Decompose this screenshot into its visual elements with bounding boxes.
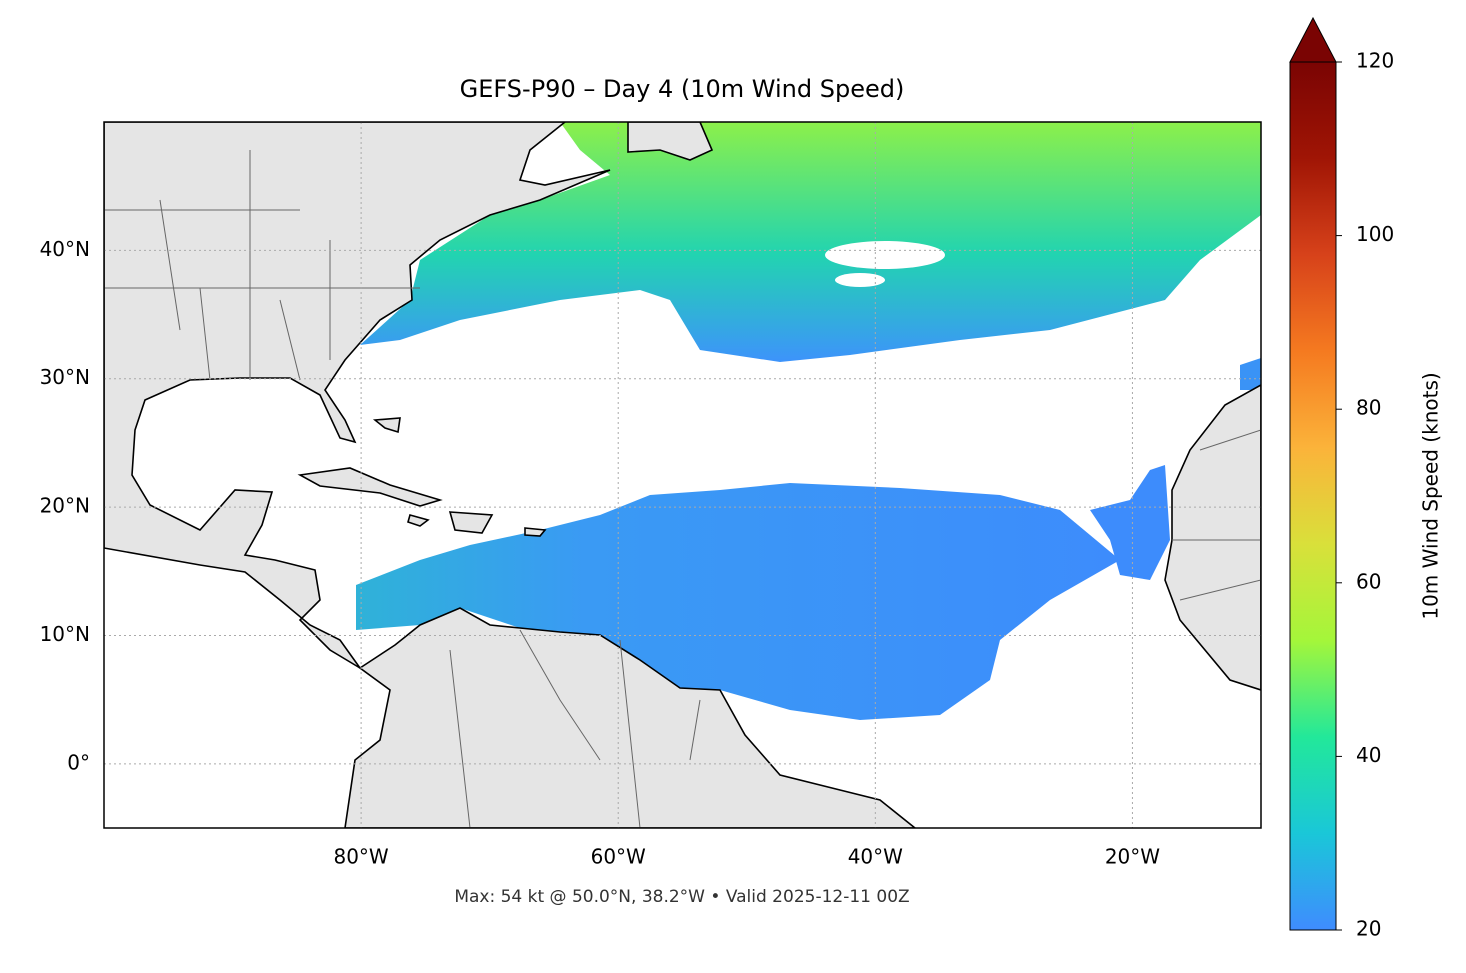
colorbar-tick-label: 60 (1356, 569, 1381, 593)
map (104, 122, 1261, 828)
land (1164, 384, 1261, 691)
annotation: Max: 54 kt @ 50.0°N, 38.2°W • Valid 2025… (454, 887, 909, 907)
colorbar-extend (1289, 16, 1337, 63)
chart-title: GEFS-P90 – Day 4 (10m Wind Speed) (460, 75, 905, 103)
y-tick-label: 0° (67, 750, 90, 774)
colorbar-tick-label: 100 (1356, 222, 1394, 246)
colorbar (1289, 61, 1337, 931)
x-tick-label: 40°W (848, 845, 903, 869)
land (524, 527, 547, 537)
land (448, 511, 494, 534)
x-tick-label: 80°W (333, 845, 388, 869)
colorbar-tick-label: 120 (1356, 49, 1394, 73)
y-tick-label: 20°N (40, 494, 90, 518)
map-frame (103, 121, 1262, 829)
wind-field (360, 122, 1261, 362)
colorbar-tick-label: 80 (1356, 396, 1381, 420)
calm-area (825, 241, 945, 269)
land (344, 607, 917, 828)
x-tick-label: 20°W (1105, 845, 1160, 869)
y-tick-label: 30°N (40, 365, 90, 389)
y-tick-label: 40°N (40, 237, 90, 261)
land (407, 514, 430, 527)
borders (104, 150, 1261, 828)
wind-field (1240, 358, 1261, 390)
land (297, 467, 443, 507)
calm-area (835, 273, 885, 287)
y-tick-label: 10°N (40, 622, 90, 646)
wind-field (1090, 465, 1170, 580)
x-tick-label: 60°W (591, 845, 646, 869)
colorbar-label: 10m Wind Speed (knots) (1419, 372, 1443, 619)
land (372, 417, 401, 434)
wind-field (356, 483, 1120, 720)
colorbar-tick-label: 20 (1356, 917, 1381, 941)
land (627, 122, 714, 161)
colorbar-tick-label: 40 (1356, 743, 1381, 767)
